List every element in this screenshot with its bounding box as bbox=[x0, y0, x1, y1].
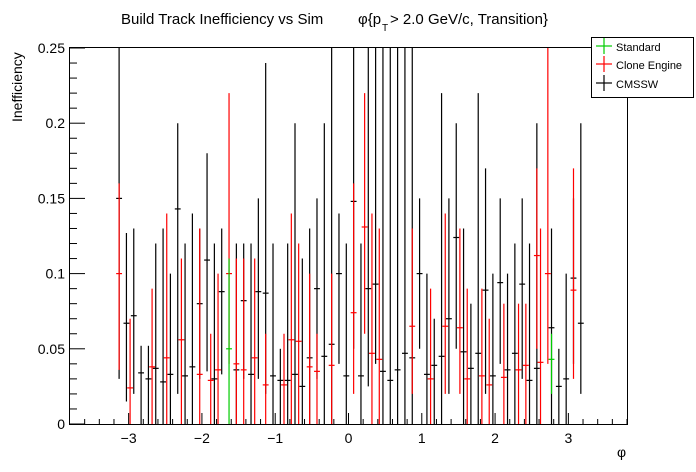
x-tick-label: −1 bbox=[267, 430, 283, 446]
legend-box bbox=[591, 37, 694, 98]
chart-title-rest: > 2.0 GeV/c, Transition} bbox=[390, 11, 548, 28]
axes: −3 −2 −1 0 1 2 3 0 0.05 0.1 0.15 0.2 0.25 bbox=[38, 40, 628, 446]
legend: Standard Clone Engine CMSSW bbox=[591, 37, 694, 98]
x-tick-label: 2 bbox=[491, 430, 499, 446]
x-tick-label: −3 bbox=[121, 430, 137, 446]
legend-label-cmssw: CMSSW bbox=[616, 79, 659, 91]
x-tick-label: −2 bbox=[194, 430, 210, 446]
legend-markers bbox=[596, 38, 612, 91]
y-tick-label: 0.2 bbox=[46, 115, 66, 131]
error-bars bbox=[116, 48, 584, 424]
y-tick-label: 0.05 bbox=[38, 341, 65, 357]
x-tick-label: 0 bbox=[345, 430, 353, 446]
series-cmssw bbox=[116, 48, 584, 424]
chart-title: Build Track Inefficiency vs Sim bbox=[121, 11, 323, 28]
chart-title-phi: φ{p bbox=[358, 11, 381, 28]
chart-title-subscript: T bbox=[382, 23, 388, 34]
legend-label-standard: Standard bbox=[616, 42, 661, 54]
y-axis-label: Inefficiency bbox=[9, 52, 25, 122]
x-axis-label: φ bbox=[617, 444, 626, 460]
x-tick-label: 3 bbox=[564, 430, 572, 446]
y-tick-label: 0 bbox=[57, 416, 65, 432]
plot-frame bbox=[69, 47, 628, 425]
y-tick-label: 0.25 bbox=[38, 40, 65, 56]
y-tick-label: 0.1 bbox=[46, 266, 66, 282]
series-standard bbox=[226, 258, 555, 424]
legend-label-clone-engine: Clone Engine bbox=[616, 60, 682, 72]
x-tick-label: 1 bbox=[418, 430, 426, 446]
y-tick-label: 0.15 bbox=[38, 190, 65, 206]
